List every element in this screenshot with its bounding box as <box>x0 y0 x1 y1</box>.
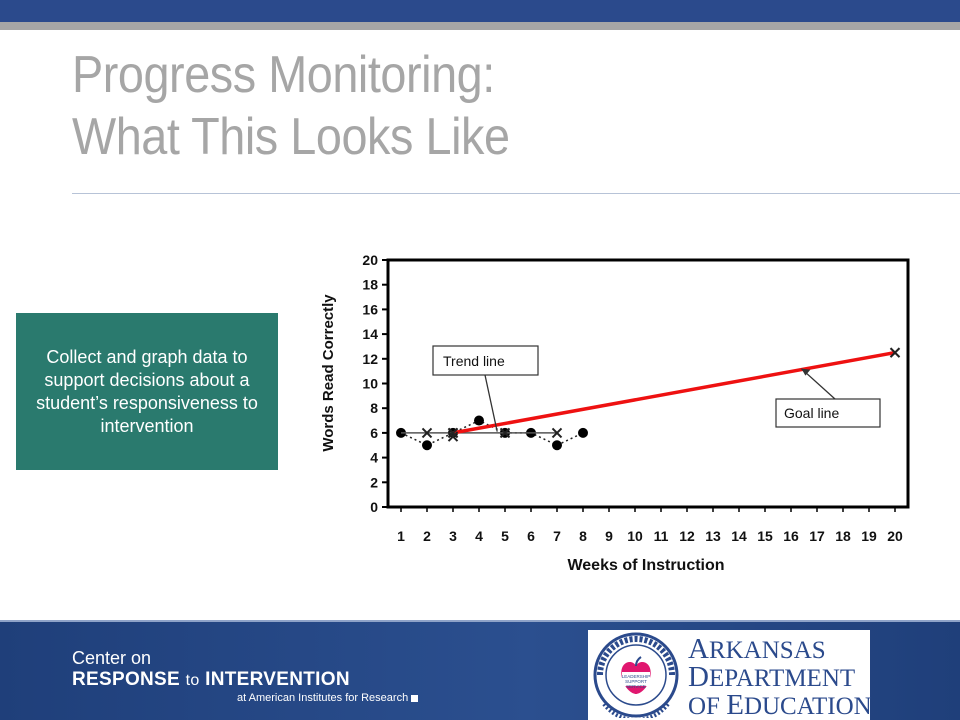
x-tick-label: 8 <box>579 528 587 544</box>
data-point <box>578 427 588 438</box>
title-divider <box>72 193 960 194</box>
x-tick-label: 9 <box>605 528 613 544</box>
svg-text:LEADERSHIP: LEADERSHIP <box>622 674 651 679</box>
y-tick-label: 16 <box>362 301 378 317</box>
y-tick-label: 4 <box>370 450 378 466</box>
y-tick-label: 2 <box>370 474 378 490</box>
x-tick-label: 17 <box>809 528 825 544</box>
y-tick-label: 0 <box>370 499 378 515</box>
data-point <box>552 440 562 451</box>
ade-logo: LEADERSHIP SUPPORT SERVICE ARKANSAS DEPA… <box>588 630 872 720</box>
y-tick-label: 6 <box>370 425 378 441</box>
trend-line-pointer <box>484 374 498 432</box>
trend-marker <box>499 427 511 439</box>
x-tick-label: 13 <box>705 528 721 544</box>
x-tick-label: 14 <box>731 528 747 544</box>
callout-box: Collect and graph data to support decisi… <box>16 313 278 470</box>
crti-intervention: INTERVENTION <box>205 669 350 690</box>
data-point <box>422 440 432 451</box>
annotation-trend-line-label: Trend line <box>443 353 505 369</box>
ade-line-1: ARKANSAS <box>688 633 826 665</box>
trend-marker <box>551 427 563 439</box>
title-line-2: What This Looks Like <box>72 108 510 166</box>
x-tick-label: 7 <box>553 528 561 544</box>
x-tick-label: 4 <box>475 528 483 544</box>
x-axis-label: Weeks of Instruction <box>567 557 724 574</box>
header-stripe <box>0 22 960 30</box>
ade-seal-icon: LEADERSHIP SUPPORT SERVICE <box>593 632 679 718</box>
y-tick-label: 14 <box>362 326 378 342</box>
x-tick-label: 18 <box>835 528 851 544</box>
x-tick-label: 2 <box>423 528 431 544</box>
plot-frame <box>386 258 910 509</box>
crti-line-1: Center on <box>72 648 152 668</box>
y-tick-label: 10 <box>362 376 378 392</box>
x-marker <box>447 431 459 442</box>
crti-response: RESPONSE <box>72 669 180 690</box>
x-tick-label: 19 <box>861 528 877 544</box>
crti-square-icon <box>411 694 419 702</box>
title-line-1: Progress Monitoring: <box>72 46 495 104</box>
ade-line-2: DEPARTMENT <box>688 661 856 693</box>
x-tick-label: 6 <box>527 528 535 544</box>
x-tick-label: 16 <box>783 528 799 544</box>
slide-title: Progress Monitoring: What This Looks Lik… <box>72 44 846 168</box>
crti-line-2: RESPONSE to INTERVENTION <box>72 668 350 693</box>
annotation-goal-line: Goal line <box>775 398 881 428</box>
x-tick-label: 11 <box>654 528 669 544</box>
goal-start-marker <box>447 427 459 439</box>
y-tick-label: 12 <box>362 351 378 367</box>
crti-line-3: at American Institutes for Research <box>237 692 419 704</box>
x-tick-label: 5 <box>501 528 509 544</box>
x-tick-label: 10 <box>627 528 643 544</box>
ade-line-3: OF EDUCATION <box>688 689 872 720</box>
x-tick-label: 15 <box>757 528 773 544</box>
x-tick-label: 1 <box>397 528 405 544</box>
y-axis-label: Words Read Correctly <box>320 294 337 452</box>
y-tick-label: 8 <box>370 400 378 416</box>
goal-line-arrowhead <box>801 368 811 376</box>
header-bar <box>0 0 960 22</box>
crti-to: to <box>185 672 200 689</box>
crti-air: at American Institutes for Research <box>237 692 409 704</box>
crti-logo: Center on RESPONSE to INTERVENTION at Am… <box>72 648 419 704</box>
ade-wordmark: ARKANSAS DEPARTMENT OF EDUCATION <box>688 633 872 720</box>
x-tick-label: 20 <box>887 528 903 544</box>
x-tick-label: 12 <box>679 528 695 544</box>
data-point <box>474 415 484 426</box>
callout-text: Collect and graph data to support decisi… <box>36 346 258 436</box>
goal-end-marker <box>889 347 901 358</box>
y-tick-label: 20 <box>362 252 378 268</box>
svg-text:SERVICE: SERVICE <box>626 684 646 689</box>
annotation-goal-line-label: Goal line <box>784 405 839 421</box>
annotation-trend-line: Trend line <box>432 345 539 376</box>
x-tick-label: 3 <box>449 528 457 544</box>
svg-text:SUPPORT: SUPPORT <box>625 679 647 684</box>
goal-line <box>452 350 896 435</box>
y-tick-label: 18 <box>362 277 378 293</box>
x-marker <box>421 427 433 439</box>
